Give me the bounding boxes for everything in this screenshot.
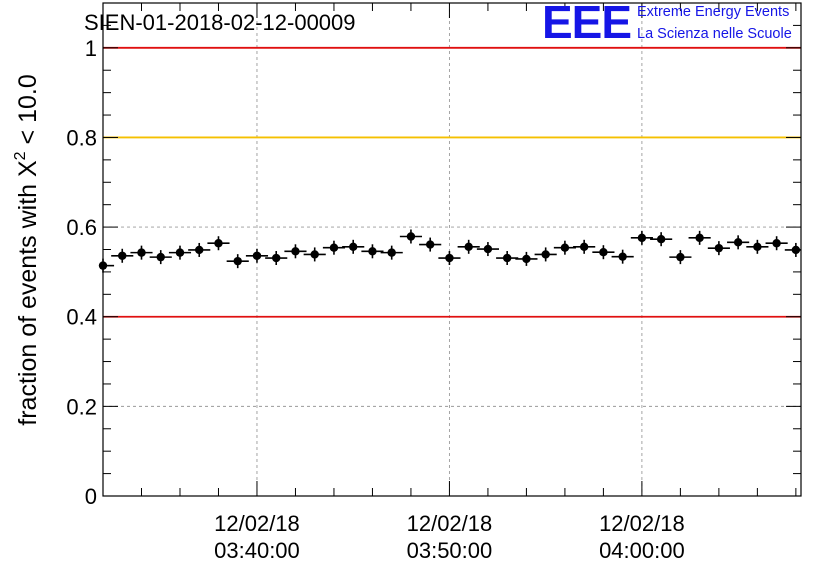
data-point-7	[226, 254, 249, 269]
data-point-9	[265, 251, 288, 266]
point-marker	[772, 239, 781, 248]
point-marker	[618, 252, 627, 261]
data-point-33	[727, 235, 750, 250]
point-marker	[445, 253, 454, 263]
data-points	[98, 229, 801, 273]
y-tick-label-5: 1	[85, 36, 97, 61]
point-marker	[175, 248, 185, 257]
point-marker	[502, 253, 512, 263]
point-marker	[349, 242, 358, 252]
point-marker	[137, 248, 146, 257]
data-point-28	[630, 230, 653, 245]
point-marker	[714, 243, 724, 253]
data-point-1	[111, 248, 134, 263]
data-point-4	[168, 245, 192, 260]
point-marker	[483, 244, 493, 254]
data-point-0	[98, 258, 115, 273]
data-point-12	[322, 240, 346, 255]
logo-line-2: La Scienza nelle Scuole	[637, 26, 792, 42]
data-point-17	[419, 237, 442, 252]
x-tick-label-date-2: 12/02/18	[599, 511, 685, 536]
reference-lines	[103, 46, 801, 318]
data-point-2	[130, 245, 153, 260]
point-marker	[291, 247, 300, 256]
y-tick-label-0: 0	[85, 484, 97, 509]
data-point-13	[342, 239, 365, 254]
data-point-27	[611, 249, 634, 264]
x-tick-labels: 12/02/1803:40:0012/02/1803:50:0012/02/18…	[214, 511, 685, 563]
data-point-22	[515, 251, 538, 266]
point-marker	[695, 233, 704, 243]
data-point-30	[669, 250, 692, 265]
point-marker	[541, 250, 550, 259]
point-marker	[425, 240, 435, 249]
point-marker	[676, 252, 685, 262]
point-marker	[637, 233, 647, 243]
data-point-11	[303, 247, 326, 262]
x-tick-label-time-2: 04:00:00	[599, 538, 685, 563]
data-point-3	[149, 250, 172, 265]
data-point-23	[534, 247, 557, 262]
data-point-26	[592, 245, 615, 260]
logo-line-1: Extreme Energy Events	[637, 4, 790, 20]
point-marker	[233, 256, 242, 266]
data-point-15	[380, 245, 403, 260]
axis-ticks	[102, 2, 801, 497]
data-point-14	[361, 244, 384, 259]
point-marker	[368, 247, 377, 256]
data-point-5	[188, 242, 211, 257]
x-tick-label-date-0: 12/02/18	[214, 511, 300, 536]
y-tick-labels: 0 0.2 0.4 0.6 0.8 1	[66, 36, 97, 509]
point-marker	[310, 250, 319, 259]
point-marker	[753, 242, 762, 252]
eee-logo: EEE Extreme Energy Events La Scienza nel…	[542, 0, 832, 48]
point-marker	[560, 243, 570, 252]
y-tick-label-3: 0.6	[66, 215, 97, 240]
point-marker	[656, 234, 666, 244]
data-point-20	[476, 242, 499, 257]
point-marker	[406, 232, 416, 241]
point-marker	[599, 247, 608, 257]
data-point-6	[207, 236, 230, 251]
run-title: SIEN-01-2018-02-12-00009	[84, 10, 356, 35]
point-marker	[252, 251, 262, 260]
point-marker	[579, 242, 589, 252]
y-tick-label-4: 0.8	[66, 125, 97, 150]
data-point-25	[573, 239, 596, 254]
data-point-35	[765, 236, 788, 251]
data-point-10	[284, 244, 307, 259]
point-marker	[156, 252, 165, 262]
x-tick-label-time-1: 03:50:00	[407, 538, 493, 563]
point-marker	[272, 253, 281, 263]
y-tick-label-1: 0.2	[66, 394, 97, 419]
x-tick-label-time-0: 03:40:00	[214, 538, 300, 563]
eee-logo-mark: EEE	[542, 0, 632, 48]
point-marker	[195, 245, 204, 255]
data-point-18	[438, 251, 461, 266]
y-tick-label-2: 0.4	[66, 305, 97, 330]
point-marker	[118, 251, 127, 260]
data-point-34	[746, 239, 769, 254]
point-marker	[387, 248, 396, 257]
data-point-24	[553, 240, 576, 255]
point-marker	[464, 242, 473, 252]
y-axis-label: fraction of events with X2 < 10.0	[12, 74, 42, 425]
data-point-19	[457, 239, 480, 254]
point-marker	[214, 239, 223, 248]
x-tick-label-date-1: 12/02/18	[407, 511, 493, 536]
data-point-29	[650, 232, 673, 247]
data-point-31	[688, 230, 711, 245]
point-marker	[329, 243, 339, 252]
data-point-16	[399, 229, 423, 244]
data-point-8	[245, 248, 269, 263]
data-point-21	[496, 251, 519, 266]
point-marker	[522, 254, 531, 264]
point-marker	[733, 238, 743, 247]
data-point-32	[707, 241, 730, 256]
